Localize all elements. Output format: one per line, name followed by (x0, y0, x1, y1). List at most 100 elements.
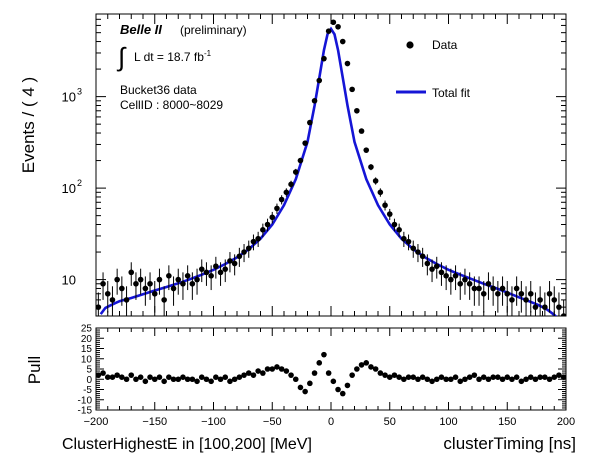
data-point (560, 313, 566, 316)
pull-point (292, 376, 299, 383)
pull-point (194, 378, 200, 385)
pull-point (391, 372, 398, 378)
pull-point (316, 360, 323, 366)
data-point (462, 276, 468, 283)
data-point (518, 290, 525, 297)
legend-data-marker (406, 41, 414, 49)
data-point (213, 263, 219, 270)
pull-point (217, 376, 224, 383)
data-point (556, 304, 562, 310)
data-point (372, 178, 379, 184)
pull-point (354, 366, 360, 372)
data-point (222, 266, 229, 272)
pull-point (283, 368, 290, 374)
data-point (527, 290, 534, 297)
data-point (208, 273, 214, 279)
legend-data-label: Data (432, 38, 458, 52)
x-tick-label: 100 (439, 416, 457, 428)
pull-point (363, 360, 370, 366)
pull-point (335, 386, 341, 393)
data-point (330, 19, 337, 26)
pull-point (490, 374, 496, 381)
pull-y-tick-label: 15 (81, 344, 93, 355)
data-point (114, 276, 120, 283)
pull-point (236, 374, 243, 381)
data-point (396, 227, 402, 233)
data-point (316, 77, 323, 84)
data-point (485, 280, 492, 287)
data-point (368, 164, 374, 170)
data-point (466, 280, 473, 287)
pull-point (119, 374, 125, 381)
x-tick-label: −100 (201, 416, 226, 428)
data-point (433, 263, 440, 270)
lumi-integral-symbol: ∫ (116, 42, 127, 72)
data-point (457, 280, 464, 287)
pull-point (556, 372, 562, 378)
pull-point (100, 370, 106, 376)
pull-point (532, 376, 539, 383)
data-point (410, 245, 417, 252)
data-point (297, 157, 304, 164)
data-point (184, 273, 191, 279)
main-y-tick-label: 10 (62, 90, 76, 105)
data-point (137, 276, 144, 283)
data-point (419, 253, 426, 260)
data-point (401, 235, 407, 242)
data-point (283, 189, 290, 196)
data-point (405, 238, 412, 245)
data-point (100, 280, 106, 287)
legend: Data Total fit (396, 38, 471, 100)
pull-point (222, 374, 229, 381)
data-point (227, 258, 233, 264)
data-point (424, 260, 431, 267)
data-point (161, 297, 167, 303)
data-point (471, 285, 478, 292)
data-point (415, 249, 421, 255)
pull-point (480, 374, 487, 381)
main-y-tick-exponent: 3 (77, 87, 82, 97)
pull-point (184, 376, 191, 383)
data-point (194, 276, 200, 283)
data-point (443, 273, 449, 279)
data-point (269, 214, 276, 221)
pull-point (499, 376, 506, 383)
x-tick-label: 50 (384, 416, 396, 428)
pull-point (161, 378, 167, 385)
pull-point (180, 374, 186, 381)
pull-y-tick-label: 10 (81, 354, 93, 365)
fit-curve (99, 26, 558, 316)
main-y-tick-label: 10 (62, 181, 76, 196)
pull-point (419, 374, 426, 381)
pull-point (297, 384, 304, 391)
pull-point (203, 376, 210, 383)
data-point (175, 276, 182, 283)
pull-point (542, 374, 548, 381)
pull-point (546, 376, 553, 383)
x-tick-label: 150 (498, 416, 516, 428)
pull-point (166, 374, 172, 381)
pull-point (372, 366, 379, 372)
data-point (142, 285, 149, 292)
data-point (311, 98, 318, 104)
lumi-exponent: -1 (204, 49, 212, 58)
data-point (189, 280, 196, 287)
pull-point (288, 372, 294, 378)
pull-point (330, 378, 337, 385)
data-point (278, 196, 285, 203)
pull-point (476, 376, 482, 383)
pull-point (368, 364, 374, 370)
pull-point (523, 376, 529, 383)
pull-point (227, 378, 233, 385)
data-point (203, 269, 210, 276)
data-point (245, 245, 252, 252)
pull-point (471, 372, 478, 378)
pull-point (260, 370, 266, 376)
lumi-text: L dt = 18.7 fb (134, 50, 204, 64)
pull-point (386, 374, 393, 381)
data-point (241, 249, 247, 255)
pull-point (321, 351, 327, 358)
pull-point (231, 376, 238, 383)
data-point (250, 238, 257, 245)
pull-plot-marks (95, 351, 567, 397)
